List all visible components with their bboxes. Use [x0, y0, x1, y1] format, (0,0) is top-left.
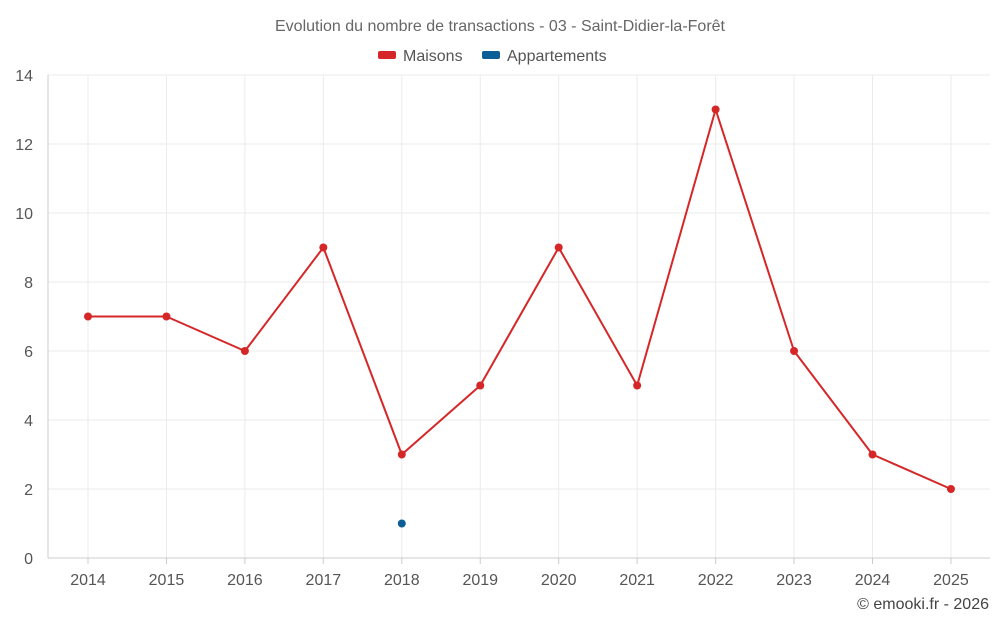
- y-tick-label: 4: [24, 413, 33, 430]
- data-point-maisons[interactable]: [240, 347, 249, 355]
- data-point-maisons[interactable]: [84, 312, 92, 321]
- x-tick-label: 2018: [384, 572, 420, 589]
- x-tick-label: 2016: [227, 572, 263, 589]
- x-tick-label: 2021: [619, 572, 655, 589]
- x-tick-label: 2023: [776, 572, 812, 589]
- x-tick-label: 2017: [306, 572, 342, 589]
- data-point-maisons[interactable]: [397, 450, 406, 459]
- legend-swatch-appartements: [482, 51, 500, 59]
- legend-swatch-maisons: [378, 51, 396, 59]
- data-point-maisons[interactable]: [476, 381, 485, 390]
- x-tick-label: 2020: [541, 572, 577, 589]
- credit-label: © emooki.fr - 2026: [857, 596, 989, 613]
- series-layer: [84, 105, 955, 528]
- data-point-maisons[interactable]: [633, 381, 642, 390]
- legend-label-appartements: Appartements: [507, 48, 607, 65]
- data-point-maisons[interactable]: [711, 105, 720, 114]
- data-point-maisons[interactable]: [946, 485, 955, 493]
- data-point-maisons[interactable]: [868, 450, 877, 459]
- y-tick-label: 10: [15, 206, 33, 223]
- series-line-maisons: [88, 108, 952, 490]
- chart-title: Evolution du nombre de transactions - 03…: [275, 18, 726, 35]
- x-tick-label: 2014: [70, 572, 106, 589]
- x-tick-label: 2024: [855, 572, 891, 589]
- y-tick-label: 0: [24, 551, 33, 568]
- y-tick-label: 12: [15, 137, 33, 154]
- data-point-maisons[interactable]: [162, 312, 171, 321]
- grid-lines: [48, 74, 990, 558]
- legend-label-maisons: Maisons: [403, 48, 463, 65]
- data-point-maisons[interactable]: [554, 243, 563, 252]
- data-point-appartements[interactable]: [397, 519, 406, 528]
- x-tick-label: 2019: [462, 572, 498, 589]
- y-tick-label: 14: [15, 68, 33, 85]
- legend: Maisons Appartements: [378, 48, 607, 65]
- y-tick-label: 2: [24, 482, 33, 499]
- data-point-maisons[interactable]: [319, 243, 328, 252]
- y-axis-ticks: 0 2 4 6 8 10 12 14: [15, 68, 33, 568]
- y-tick-label: 6: [24, 344, 33, 361]
- x-tick-label: 2022: [698, 572, 734, 589]
- x-tick-label: 2025: [933, 572, 969, 589]
- x-axis-ticks: 2014 2015 2016 2017 2018 2019 2020 2021 2022 2023…: [70, 558, 969, 589]
- y-tick-label: 8: [24, 275, 33, 292]
- x-tick-label: 2015: [149, 572, 185, 589]
- data-point-maisons[interactable]: [790, 347, 799, 355]
- axes: [47, 75, 990, 559]
